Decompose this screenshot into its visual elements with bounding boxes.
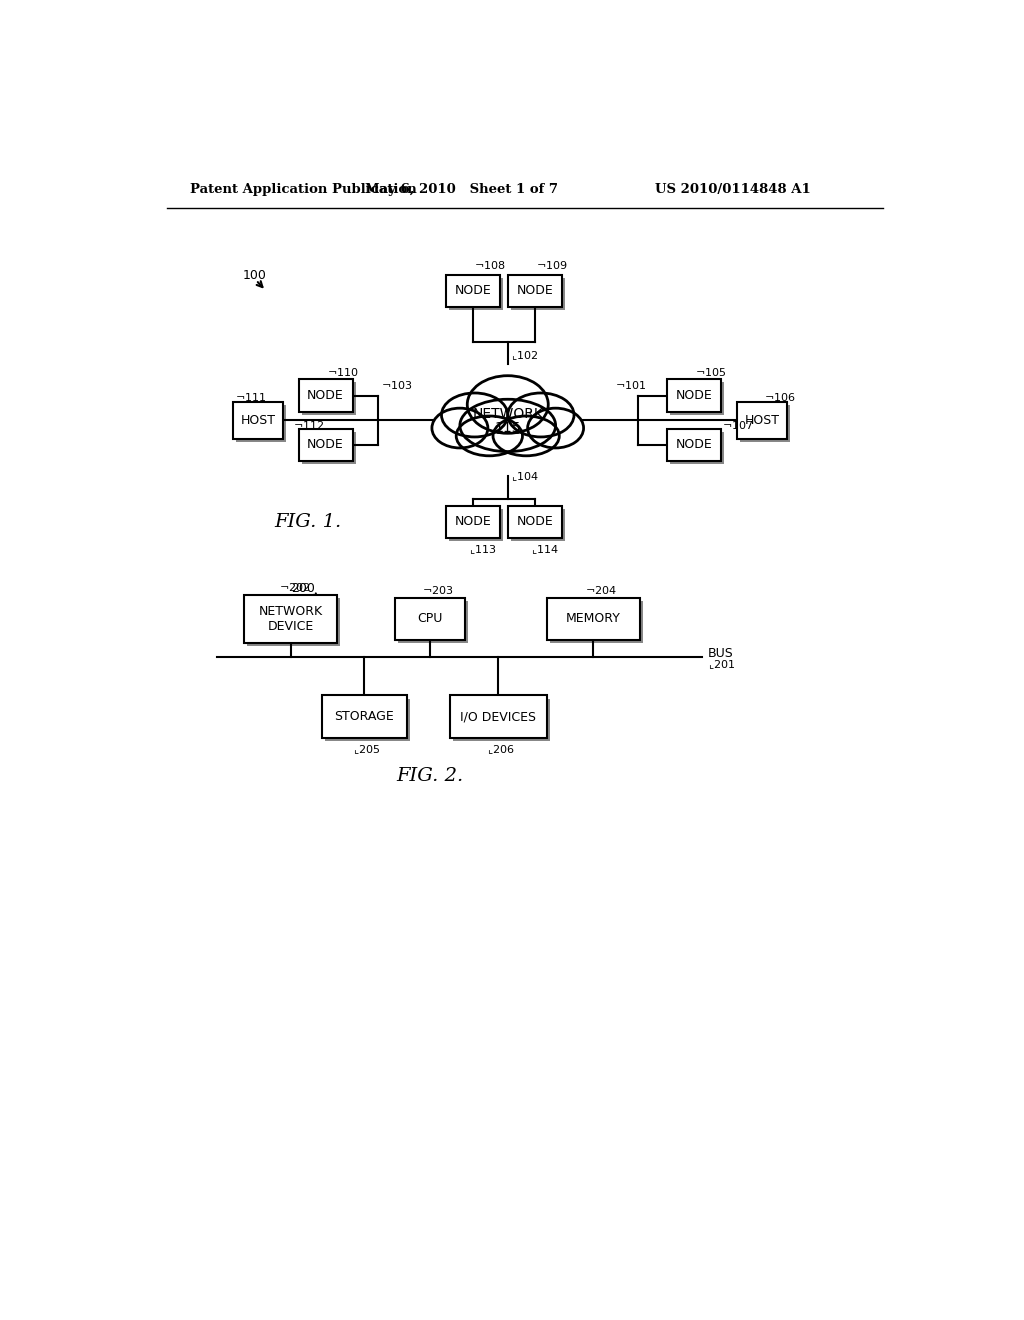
Text: $\llcorner$104: $\llcorner$104 [511, 470, 539, 483]
Text: $\llcorner$206: $\llcorner$206 [486, 743, 514, 755]
FancyBboxPatch shape [670, 383, 724, 414]
FancyBboxPatch shape [449, 508, 503, 541]
Text: NODE: NODE [455, 515, 492, 528]
Text: $\neg$202: $\neg$202 [280, 581, 310, 593]
FancyBboxPatch shape [299, 379, 352, 412]
Text: FIG. 2.: FIG. 2. [396, 767, 464, 785]
Text: NODE: NODE [307, 438, 344, 451]
FancyBboxPatch shape [248, 598, 340, 645]
Text: $\llcorner$201: $\llcorner$201 [708, 659, 735, 672]
Text: NODE: NODE [455, 284, 492, 297]
FancyBboxPatch shape [233, 401, 284, 438]
Text: NODE: NODE [676, 389, 712, 403]
Text: NODE: NODE [676, 438, 712, 451]
Text: Patent Application Publication: Patent Application Publication [190, 182, 417, 195]
FancyBboxPatch shape [322, 696, 407, 738]
FancyBboxPatch shape [445, 275, 500, 308]
Text: $\neg$106: $\neg$106 [764, 391, 796, 403]
Text: $\neg$112: $\neg$112 [293, 418, 325, 430]
FancyBboxPatch shape [550, 601, 643, 643]
Text: $\neg$105: $\neg$105 [695, 366, 727, 378]
Text: $\neg$111: $\neg$111 [234, 391, 266, 403]
Text: HOST: HOST [744, 413, 779, 426]
Text: US 2010/0114848 A1: US 2010/0114848 A1 [654, 182, 810, 195]
FancyBboxPatch shape [453, 698, 550, 741]
FancyBboxPatch shape [508, 506, 562, 539]
FancyBboxPatch shape [511, 508, 565, 541]
FancyBboxPatch shape [237, 405, 287, 442]
FancyBboxPatch shape [547, 598, 640, 640]
Text: MEMORY: MEMORY [565, 612, 621, 626]
FancyBboxPatch shape [302, 432, 356, 465]
Text: May 6, 2010   Sheet 1 of 7: May 6, 2010 Sheet 1 of 7 [365, 182, 558, 195]
Text: $\neg$107: $\neg$107 [722, 418, 754, 430]
Text: $\neg$110: $\neg$110 [328, 366, 359, 378]
Text: $\neg$103: $\neg$103 [381, 379, 413, 391]
Text: $\llcorner$205: $\llcorner$205 [352, 743, 380, 755]
Text: NETWORK: NETWORK [472, 407, 543, 421]
Text: CPU: CPU [418, 612, 443, 626]
Text: $\llcorner$102: $\llcorner$102 [511, 350, 539, 362]
FancyBboxPatch shape [736, 401, 787, 438]
Text: $\neg$203: $\neg$203 [423, 583, 454, 597]
FancyBboxPatch shape [445, 506, 500, 539]
FancyBboxPatch shape [667, 429, 721, 461]
FancyBboxPatch shape [508, 275, 562, 308]
FancyBboxPatch shape [395, 598, 465, 640]
Text: NETWORK
DEVICE: NETWORK DEVICE [259, 605, 323, 632]
Text: $\neg$204: $\neg$204 [586, 583, 617, 597]
FancyBboxPatch shape [511, 277, 565, 310]
Text: $\llcorner$114: $\llcorner$114 [531, 544, 559, 556]
Text: $\neg$109: $\neg$109 [537, 260, 568, 272]
FancyBboxPatch shape [245, 595, 337, 643]
FancyBboxPatch shape [670, 432, 724, 465]
FancyBboxPatch shape [299, 429, 352, 461]
Text: FIG. 1.: FIG. 1. [274, 513, 341, 531]
Text: 200: 200 [291, 582, 314, 594]
Text: BUS: BUS [708, 647, 733, 660]
FancyBboxPatch shape [302, 383, 356, 414]
Text: NODE: NODE [516, 284, 553, 297]
Text: NODE: NODE [307, 389, 344, 403]
FancyBboxPatch shape [449, 277, 503, 310]
Text: 115: 115 [495, 421, 521, 434]
Text: NODE: NODE [516, 515, 553, 528]
FancyBboxPatch shape [740, 405, 791, 442]
Text: HOST: HOST [241, 413, 275, 426]
FancyBboxPatch shape [325, 698, 410, 741]
FancyBboxPatch shape [398, 601, 468, 643]
FancyBboxPatch shape [450, 696, 547, 738]
Text: $\llcorner$113: $\llcorner$113 [469, 544, 497, 556]
Text: $\neg$108: $\neg$108 [474, 260, 506, 272]
Text: 100: 100 [243, 269, 266, 282]
FancyBboxPatch shape [667, 379, 721, 412]
Text: I/O DEVICES: I/O DEVICES [461, 710, 537, 723]
Text: $\neg$101: $\neg$101 [614, 379, 646, 391]
Text: STORAGE: STORAGE [335, 710, 394, 723]
